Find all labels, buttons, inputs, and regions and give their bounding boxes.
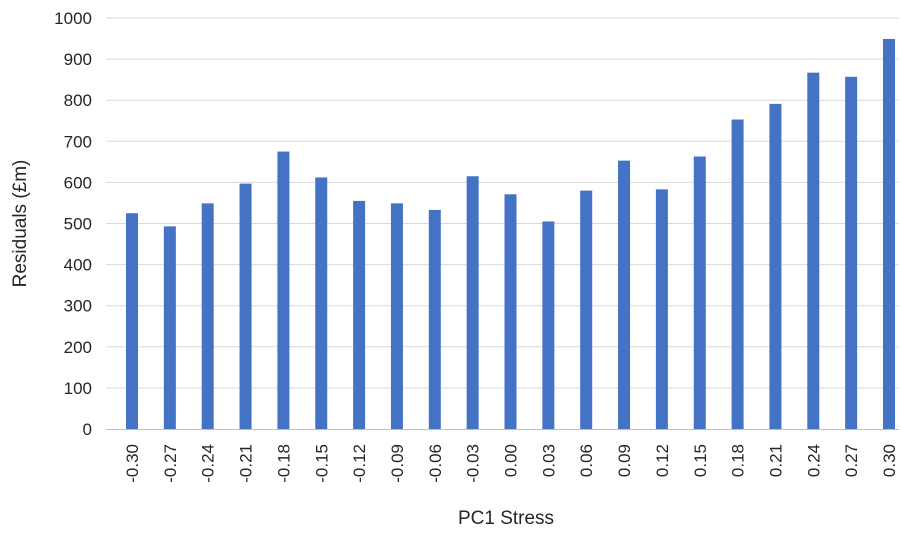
y-tick-label: 700 <box>64 132 92 151</box>
x-tick-label: 0.24 <box>804 444 823 477</box>
bar-0.00 <box>504 194 517 429</box>
x-axis-title: PC1 Stress <box>458 508 554 529</box>
x-tick-label: -0.18 <box>274 444 293 483</box>
bars <box>126 38 895 430</box>
x-tick-label: 0.27 <box>842 444 861 477</box>
bar--0.18 <box>277 151 290 429</box>
x-tick-label: 0.21 <box>766 444 785 477</box>
y-tick-label: 400 <box>64 256 92 275</box>
y-tick-label: 100 <box>64 379 92 398</box>
x-tick-label: -0.27 <box>161 444 180 483</box>
x-tick-label: -0.30 <box>123 444 142 483</box>
bar-0.24 <box>807 72 820 430</box>
bar-0.03 <box>542 221 555 429</box>
x-tick-label: -0.03 <box>464 444 483 483</box>
bar--0.27 <box>163 226 176 429</box>
bar--0.12 <box>353 200 366 429</box>
x-tick-label: 0.03 <box>539 444 558 477</box>
bar--0.24 <box>201 203 214 429</box>
y-tick-label: 900 <box>64 50 92 69</box>
y-tick-label: 600 <box>64 173 92 192</box>
bar-0.15 <box>693 156 706 429</box>
x-axis-ticks: -0.30 -0.27 -0.24 -0.21 -0.18 -0.15 -0.12 -0.09… <box>123 444 899 483</box>
bar-0.12 <box>655 189 668 429</box>
y-tick-label: 1000 <box>54 9 92 28</box>
x-tick-label: -0.09 <box>388 444 407 483</box>
bar--0.21 <box>239 183 252 429</box>
bar-0.09 <box>618 160 631 429</box>
bar-0.06 <box>580 190 593 429</box>
x-tick-label: 0.18 <box>729 444 748 477</box>
y-tick-label: 0 <box>83 420 92 439</box>
x-tick-label: 0.30 <box>880 444 899 477</box>
bar--0.30 <box>126 213 138 429</box>
x-tick-label: 0.12 <box>653 444 672 477</box>
bar-0.18 <box>731 119 744 429</box>
y-tick-label: 300 <box>64 297 92 316</box>
x-tick-label: -0.21 <box>237 444 256 483</box>
bar--0.15 <box>315 177 328 429</box>
x-tick-label: 0.06 <box>577 444 596 477</box>
x-tick-label: 0.00 <box>502 444 521 477</box>
bar-0.21 <box>769 103 782 430</box>
bar--0.06 <box>428 209 441 429</box>
y-axis-title: Residuals (£m) <box>10 160 31 288</box>
x-tick-label: -0.06 <box>426 444 445 483</box>
bar-0.30 <box>883 38 895 429</box>
y-tick-label: 200 <box>64 338 92 357</box>
x-tick-label: 0.09 <box>615 444 634 477</box>
y-axis-ticks: 0 100 200 300 400 500 600 700 800 900 1000 <box>54 9 92 439</box>
x-tick-label: -0.24 <box>199 444 218 483</box>
bar--0.03 <box>466 176 479 429</box>
bar-0.27 <box>845 76 858 429</box>
gridlines <box>106 17 899 389</box>
x-tick-label: 0.15 <box>691 444 710 477</box>
x-tick-label: -0.12 <box>350 444 369 483</box>
bar--0.09 <box>390 203 403 429</box>
y-tick-label: 500 <box>64 215 92 234</box>
y-tick-label: 800 <box>64 91 92 110</box>
x-tick-label: -0.15 <box>312 444 331 483</box>
